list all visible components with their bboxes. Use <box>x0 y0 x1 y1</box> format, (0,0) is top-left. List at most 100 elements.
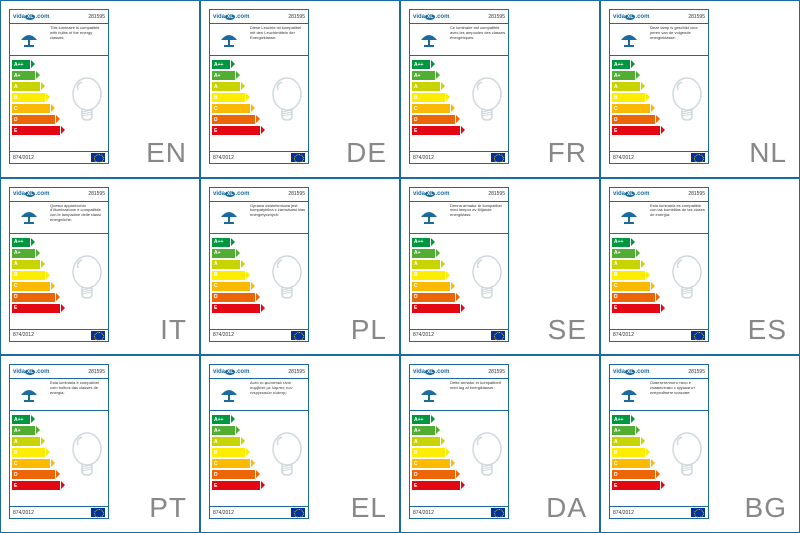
energy-bar-row: D <box>12 293 106 302</box>
lamp-box <box>410 202 448 233</box>
energy-bar-row: A+ <box>612 249 706 258</box>
energy-bar: B <box>612 93 645 102</box>
energy-bar-row: A <box>612 82 706 91</box>
brand-logo: vidaXL.com <box>413 14 449 20</box>
language-code: DE <box>346 137 387 169</box>
energy-bar: C <box>412 104 450 113</box>
energy-bar: C <box>212 459 250 468</box>
energy-bar-row: E <box>12 304 106 313</box>
energy-bar-row: E <box>212 126 306 135</box>
card-footer: 874/2012 <box>410 151 508 163</box>
energy-bar: D <box>212 470 255 479</box>
product-code: 281595 <box>288 14 305 20</box>
brand-logo: vidaXL.com <box>13 191 49 197</box>
energy-bar-row: B <box>612 93 706 102</box>
energy-label-card: vidaXL.com 281595 Ce luminaire est compa… <box>409 9 509 164</box>
energy-label-card: vidaXL.com 281595 This luminaire is comp… <box>9 9 109 164</box>
lamp-box <box>610 24 648 55</box>
label-cell: vidaXL.com 281595 Diese Leuchte ist komp… <box>200 0 400 178</box>
product-code: 281595 <box>88 369 105 375</box>
energy-bar: B <box>612 448 645 457</box>
language-code: SE <box>548 314 587 346</box>
product-code: 281595 <box>688 14 705 20</box>
energy-label-card: vidaXL.com 281595 Осветителното тяло е с… <box>609 364 709 519</box>
energy-bar-row: A+ <box>212 426 306 435</box>
label-cell: vidaXL.com 281595 Αυτό το φωτιστικό είνα… <box>200 355 400 533</box>
product-code: 281595 <box>88 14 105 20</box>
regulation-text: 874/2012 <box>213 510 234 516</box>
energy-bars: A++ A+ A B C <box>412 415 506 490</box>
card-footer: 874/2012 <box>410 506 508 518</box>
energy-bar: D <box>412 470 455 479</box>
energy-bar-row: A+ <box>412 71 506 80</box>
energy-label-card: vidaXL.com 281595 Oprawa oświetleniowa j… <box>209 187 309 342</box>
lamp-icon <box>17 383 41 407</box>
energy-bar: A++ <box>212 415 230 424</box>
language-code: BG <box>745 492 787 524</box>
energy-bars: A++ A+ A B C <box>412 60 506 135</box>
energy-bar-row: B <box>412 271 506 280</box>
card-header: vidaXL.com 281595 <box>10 10 108 24</box>
regulation-text: 874/2012 <box>13 155 34 161</box>
product-code: 281595 <box>688 191 705 197</box>
card-chart: A++ A+ A B C <box>210 56 308 151</box>
card-footer: 874/2012 <box>10 506 108 518</box>
energy-bar: E <box>212 481 260 490</box>
card-top: Oprawa oświetleniowa jest kompatybilna z… <box>210 202 308 234</box>
energy-bar-row: B <box>212 448 306 457</box>
lamp-icon <box>17 28 41 52</box>
language-code: FR <box>548 137 587 169</box>
energy-bar-row: A++ <box>612 415 706 424</box>
eu-flag-icon <box>91 331 105 340</box>
energy-bar-row: C <box>12 104 106 113</box>
brand-logo: vidaXL.com <box>613 14 649 20</box>
energy-bar: A+ <box>12 249 35 258</box>
energy-bars: A++ A+ A B C <box>612 238 706 313</box>
energy-bar-row: A <box>212 260 306 269</box>
energy-bar: E <box>612 126 660 135</box>
card-footer: 874/2012 <box>410 329 508 341</box>
energy-bar-row: A <box>412 260 506 269</box>
energy-bar-row: C <box>212 459 306 468</box>
energy-bar-row: A++ <box>412 238 506 247</box>
energy-bar-row: A <box>12 437 106 446</box>
regulation-text: 874/2012 <box>213 155 234 161</box>
eu-flag-icon <box>691 331 705 340</box>
description-text: Diese Leuchte ist kompatibel mit den Leu… <box>248 24 308 55</box>
card-header: vidaXL.com 281595 <box>10 188 108 202</box>
energy-bar: B <box>212 271 245 280</box>
energy-bar-row: B <box>412 93 506 102</box>
card-header: vidaXL.com 281595 <box>410 10 508 24</box>
regulation-text: 874/2012 <box>613 155 634 161</box>
energy-label-card: vidaXL.com 281595 Questo apparecchio d'i… <box>9 187 109 342</box>
energy-bar-row: A++ <box>12 415 106 424</box>
eu-flag-icon <box>491 508 505 517</box>
description-text: This luminaire is compatible with bulbs … <box>48 24 108 55</box>
card-header: vidaXL.com 281595 <box>410 188 508 202</box>
energy-bars: A++ A+ A B C <box>212 238 306 313</box>
energy-bar-row: A+ <box>212 249 306 258</box>
card-footer: 874/2012 <box>10 329 108 341</box>
card-top: This luminaire is compatible with bulbs … <box>10 24 108 56</box>
label-cell: vidaXL.com 281595 Esta luminaria es comp… <box>600 178 800 356</box>
energy-bars: A++ A+ A B C <box>12 415 106 490</box>
lamp-icon <box>217 28 241 52</box>
card-chart: A++ A+ A B C <box>610 234 708 329</box>
eu-flag-icon <box>691 508 705 517</box>
energy-bar-row: D <box>12 470 106 479</box>
card-top: Esta luminaria es compatible con las bom… <box>610 202 708 234</box>
energy-bar-row: A <box>12 82 106 91</box>
energy-bar: D <box>612 470 655 479</box>
card-header: vidaXL.com 281595 <box>610 10 708 24</box>
eu-flag-icon <box>291 508 305 517</box>
card-chart: A++ A+ A B C <box>410 56 508 151</box>
eu-flag-icon <box>291 153 305 162</box>
product-code: 281595 <box>488 369 505 375</box>
energy-bar: A++ <box>412 415 430 424</box>
energy-bar: E <box>212 304 260 313</box>
energy-bar-row: D <box>212 115 306 124</box>
brand-logo: vidaXL.com <box>13 369 49 375</box>
energy-bar-row: A <box>612 437 706 446</box>
description-text: Denna armatur är kompatibel med lampor a… <box>448 202 508 233</box>
lamp-icon <box>217 383 241 407</box>
